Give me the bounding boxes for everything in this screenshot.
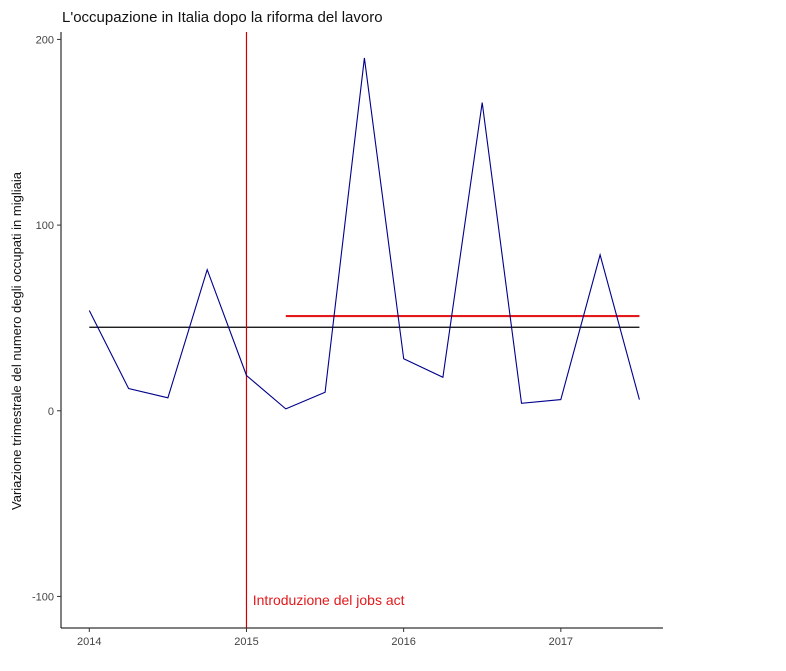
jobs-act-annotation: Introduzione del jobs act [253,592,405,608]
chart-title: L'occupazione in Italia dopo la riforma … [62,9,383,26]
x-tick-label: 2015 [234,636,258,648]
y-axis-title: Variazione trimestrale del numero degli … [9,171,24,510]
y-tick-label: 100 [36,220,54,232]
series-line [88,57,640,410]
y-tick-label: 200 [36,34,54,46]
x-tick-label: 2017 [549,636,573,648]
x-tick-label: 2014 [77,636,101,648]
y-tick-label: 0 [48,406,54,418]
plot-area: -100 0 100 200 2014 2015 2016 2017 Introduzione … [32,32,663,648]
y-tick-label: -100 [32,591,54,603]
x-tick-label: 2016 [391,636,415,648]
